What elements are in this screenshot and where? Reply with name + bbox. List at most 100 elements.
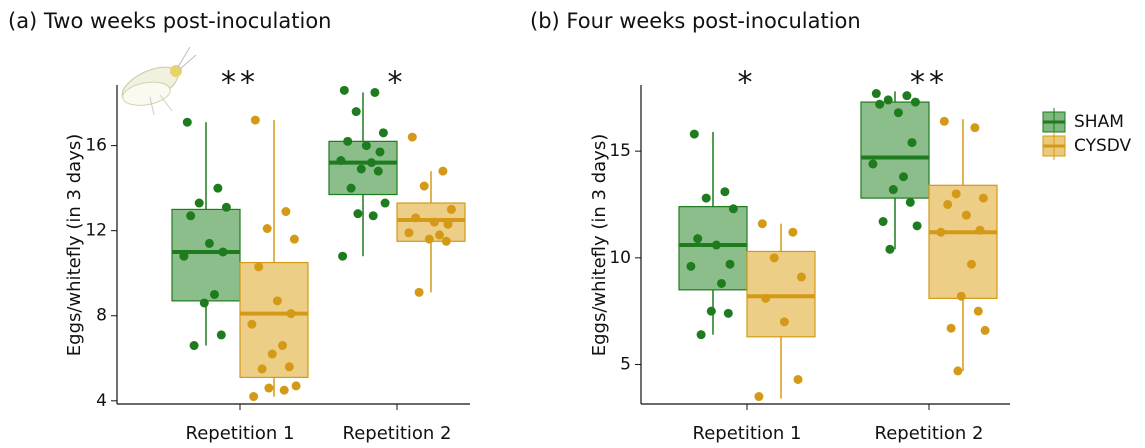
x-tick-label: Repetition 2 bbox=[343, 423, 452, 444]
point bbox=[725, 259, 735, 269]
point bbox=[189, 341, 199, 351]
point bbox=[182, 117, 192, 127]
point bbox=[899, 172, 908, 182]
point bbox=[404, 228, 414, 238]
box bbox=[239, 261, 309, 379]
point bbox=[414, 287, 424, 297]
point bbox=[868, 159, 878, 169]
point bbox=[779, 317, 789, 327]
point bbox=[339, 85, 349, 95]
y-tick-label: 5 bbox=[620, 355, 631, 375]
point bbox=[356, 164, 366, 174]
point bbox=[179, 251, 189, 261]
point bbox=[757, 219, 767, 229]
point bbox=[970, 123, 980, 133]
point bbox=[723, 308, 733, 318]
point bbox=[875, 99, 885, 109]
point bbox=[696, 330, 706, 340]
y-tick-label: 8 bbox=[96, 306, 107, 326]
point bbox=[686, 261, 696, 271]
point bbox=[250, 115, 260, 125]
point bbox=[953, 366, 963, 376]
point bbox=[717, 278, 726, 288]
legend-label: CYSDV bbox=[1074, 136, 1132, 156]
point bbox=[380, 198, 390, 208]
point bbox=[936, 227, 946, 237]
point bbox=[446, 204, 456, 214]
point bbox=[291, 381, 301, 391]
point bbox=[429, 217, 439, 227]
point bbox=[871, 89, 881, 99]
point bbox=[961, 210, 971, 220]
point bbox=[905, 197, 915, 207]
point bbox=[946, 323, 956, 333]
significance: * bbox=[738, 66, 757, 101]
point bbox=[281, 207, 291, 217]
y-tick-label: 10 bbox=[609, 248, 631, 268]
y-tick-label: 16 bbox=[85, 136, 107, 156]
point bbox=[279, 385, 289, 395]
point bbox=[951, 189, 961, 199]
point bbox=[262, 224, 272, 234]
point bbox=[353, 209, 363, 219]
point bbox=[711, 240, 721, 250]
point bbox=[910, 97, 920, 107]
point bbox=[249, 392, 259, 402]
point bbox=[761, 293, 771, 303]
point bbox=[375, 147, 385, 157]
point bbox=[973, 306, 983, 316]
point bbox=[441, 236, 451, 246]
point bbox=[278, 341, 287, 351]
point bbox=[975, 225, 985, 235]
significance: ** bbox=[910, 66, 948, 101]
point bbox=[912, 221, 922, 231]
point bbox=[373, 166, 383, 176]
point bbox=[902, 91, 912, 101]
point bbox=[443, 219, 453, 229]
point bbox=[788, 227, 798, 237]
box bbox=[928, 184, 998, 299]
point bbox=[701, 193, 711, 203]
point bbox=[883, 95, 893, 105]
point bbox=[796, 272, 806, 282]
point bbox=[368, 211, 378, 221]
point bbox=[221, 202, 231, 212]
point bbox=[407, 132, 417, 142]
point bbox=[728, 204, 738, 214]
point bbox=[264, 383, 274, 393]
point bbox=[218, 247, 228, 257]
point bbox=[346, 183, 356, 193]
point bbox=[706, 306, 716, 316]
point bbox=[284, 362, 294, 372]
point bbox=[216, 330, 226, 340]
point bbox=[419, 181, 429, 191]
point bbox=[967, 259, 976, 269]
point bbox=[693, 234, 703, 244]
y-tick-label: 4 bbox=[96, 391, 107, 411]
point bbox=[336, 155, 346, 165]
point bbox=[893, 108, 903, 118]
chart-title: (a) Two weeks post-inoculation bbox=[8, 9, 331, 33]
y-tick-label: 15 bbox=[609, 141, 631, 161]
point bbox=[689, 129, 699, 139]
point bbox=[210, 289, 219, 299]
point bbox=[254, 262, 264, 272]
point bbox=[424, 234, 434, 244]
point bbox=[754, 392, 764, 402]
point bbox=[361, 141, 371, 151]
chart-title: (b) Four weeks post-inoculation bbox=[530, 9, 861, 33]
whitefly-icon bbox=[121, 46, 197, 116]
point bbox=[435, 230, 444, 240]
point bbox=[367, 158, 376, 168]
y-axis-label: Eggs/whitefly (in 3 days) bbox=[64, 134, 85, 356]
y-tick-label: 12 bbox=[85, 221, 107, 241]
point bbox=[199, 298, 209, 308]
box bbox=[678, 206, 748, 291]
point bbox=[438, 166, 448, 176]
point bbox=[720, 187, 730, 197]
significance: ** bbox=[221, 66, 259, 101]
point bbox=[272, 296, 282, 306]
point bbox=[194, 198, 204, 208]
point bbox=[204, 238, 214, 248]
